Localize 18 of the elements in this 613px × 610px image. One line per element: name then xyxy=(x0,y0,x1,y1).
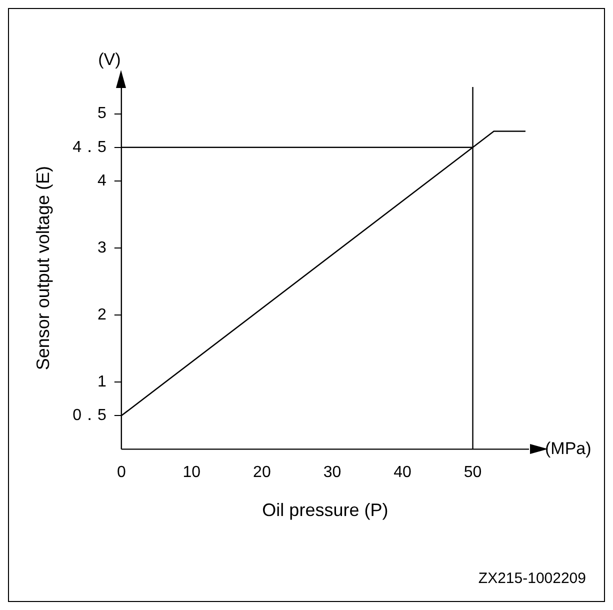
y-tick-label: 0．5 xyxy=(72,407,106,424)
x-axis-title: Oil pressure (P) xyxy=(262,500,388,520)
x-tick-label: 40 xyxy=(394,464,412,482)
text: ZX215-1002209 xyxy=(478,570,586,587)
y-tick-label: 4．5 xyxy=(72,138,106,156)
y-tick-label: 4 xyxy=(97,172,106,190)
y-axis-title: Sensor output voltage (E) xyxy=(32,166,53,370)
x-tick-label: 50 xyxy=(464,464,482,482)
y-tick-label: 5 xyxy=(97,105,106,122)
text: (V) xyxy=(98,50,121,69)
x-tick-label: 0 xyxy=(116,464,126,482)
y-tick-label: 1 xyxy=(97,374,106,391)
text: (MPa) xyxy=(545,438,592,458)
x-tick-label: 20 xyxy=(253,464,271,482)
x-tick-label: 30 xyxy=(323,464,342,482)
x-tick-label: 10 xyxy=(182,464,201,482)
y-tick-label: 3 xyxy=(97,239,106,256)
y-tick-label: 2 xyxy=(97,306,106,324)
